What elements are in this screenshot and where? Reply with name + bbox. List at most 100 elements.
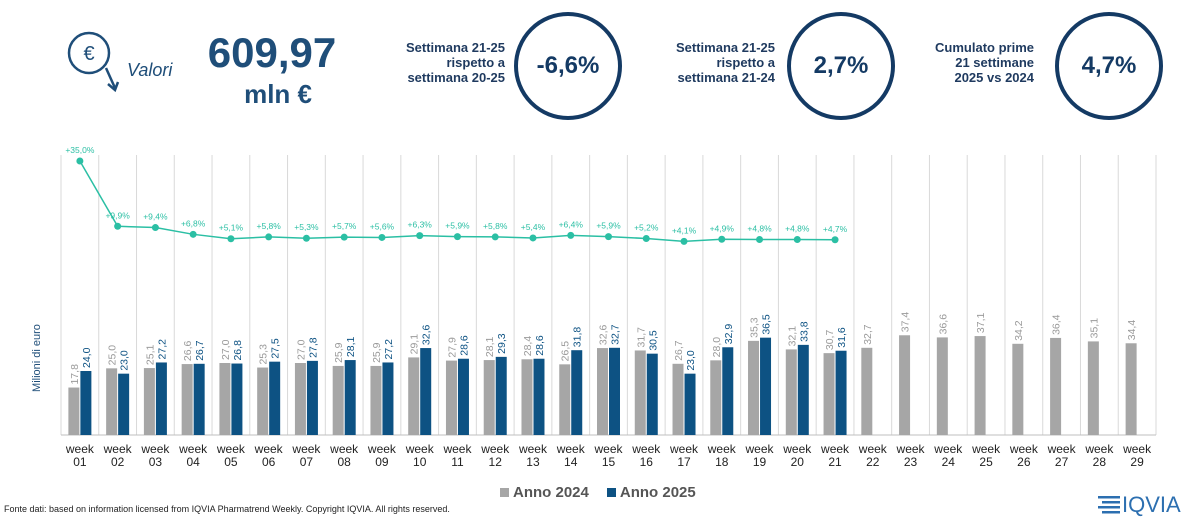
kpi-text-line: rispetto a bbox=[446, 55, 505, 70]
growth-label: +4,9% bbox=[710, 223, 735, 233]
kpi-text-line: 21 settimane bbox=[955, 55, 1034, 70]
icon-symbol: € bbox=[83, 43, 94, 65]
growth-point bbox=[529, 234, 537, 242]
x-tick-label: week 24 bbox=[934, 442, 963, 469]
bar bbox=[684, 373, 696, 435]
data-label: 32,1 bbox=[786, 326, 798, 347]
data-label: 37,1 bbox=[975, 312, 987, 333]
x-tick-label: week 22 bbox=[858, 442, 887, 469]
x-tick-label: week 09 bbox=[367, 442, 396, 469]
growth-point bbox=[605, 233, 612, 241]
bar bbox=[257, 367, 269, 435]
data-label: 28,1 bbox=[484, 336, 496, 357]
bar bbox=[181, 364, 193, 435]
bar bbox=[143, 368, 155, 435]
data-label: 28,6 bbox=[458, 335, 470, 356]
x-tick-label: week 15 bbox=[594, 442, 623, 469]
bar bbox=[748, 340, 760, 435]
data-label: 27,2 bbox=[156, 339, 168, 360]
bar bbox=[823, 353, 835, 435]
bar bbox=[1125, 343, 1137, 435]
data-label: 25,3 bbox=[258, 344, 270, 365]
icon-circle bbox=[67, 31, 111, 75]
x-tick-label: week 13 bbox=[518, 442, 547, 469]
bar bbox=[420, 348, 432, 435]
data-label: 27,0 bbox=[220, 339, 232, 360]
kpi-text-line: Settimana 21-25 bbox=[676, 40, 775, 55]
x-tick-label: week 18 bbox=[707, 442, 736, 469]
icon-arrow bbox=[104, 67, 120, 93]
bar bbox=[634, 350, 646, 435]
growth-point bbox=[76, 157, 84, 165]
data-label: 24,0 bbox=[81, 347, 93, 368]
bar bbox=[722, 347, 734, 435]
growth-point bbox=[567, 231, 575, 239]
x-tick-label: week 11 bbox=[443, 442, 472, 469]
bar bbox=[118, 373, 130, 435]
growth-point bbox=[680, 237, 688, 245]
x-tick-label: week 12 bbox=[481, 442, 510, 469]
data-label: 30,7 bbox=[824, 330, 836, 351]
data-label: 36,4 bbox=[1051, 314, 1063, 335]
header-total: 609,97 bbox=[208, 29, 336, 76]
x-tick-label: week 17 bbox=[670, 442, 699, 469]
iqvia-logo-icon bbox=[1098, 496, 1120, 514]
data-label: 28,4 bbox=[522, 336, 534, 357]
bar bbox=[646, 353, 658, 435]
x-tick-label: week 27 bbox=[1047, 442, 1076, 469]
growth-point bbox=[378, 233, 386, 241]
bar bbox=[68, 387, 80, 435]
growth-label: +6,8% bbox=[181, 218, 206, 228]
kpi-value: -6,6% bbox=[514, 12, 622, 120]
growth-point bbox=[642, 234, 650, 242]
kpi-text-line: Cumulato prime bbox=[935, 40, 1034, 55]
growth-label: +9,9% bbox=[105, 210, 130, 220]
legend-label: Anno 2024 bbox=[513, 484, 589, 501]
data-label: 35,1 bbox=[1088, 318, 1100, 339]
kpi-text-line: Settimana 21-25 bbox=[406, 40, 505, 55]
x-tick-label: week 10 bbox=[405, 442, 434, 469]
data-label: 27,0 bbox=[295, 339, 307, 360]
bar bbox=[457, 358, 469, 435]
x-tick-label: week 26 bbox=[1009, 442, 1038, 469]
data-label: 28,6 bbox=[534, 335, 546, 356]
growth-label: +9,4% bbox=[143, 212, 168, 222]
growth-label: +6,3% bbox=[408, 220, 433, 230]
data-label: 31,6 bbox=[836, 327, 848, 348]
data-label: 25,9 bbox=[333, 342, 345, 363]
bar bbox=[710, 360, 722, 435]
growth-point bbox=[189, 230, 197, 238]
x-tick-label: week 29 bbox=[1123, 442, 1152, 469]
x-tick-label: week 23 bbox=[896, 442, 925, 469]
growth-label: +5,4% bbox=[521, 222, 546, 232]
growth-label: +5,6% bbox=[370, 221, 395, 231]
x-tick-label: week 14 bbox=[556, 442, 585, 469]
data-label: 28,0 bbox=[711, 337, 723, 358]
growth-point bbox=[756, 236, 764, 244]
bar bbox=[609, 347, 620, 435]
growth-point bbox=[793, 236, 801, 244]
kpi-text-line: rispetto a bbox=[716, 55, 775, 70]
growth-label: +5,1% bbox=[219, 223, 244, 233]
x-tick-label: week 02 bbox=[103, 442, 132, 469]
bar bbox=[559, 364, 571, 435]
growth-label: +4,1% bbox=[672, 225, 697, 235]
bar bbox=[533, 358, 545, 435]
bar bbox=[571, 350, 583, 435]
data-label: 37,4 bbox=[900, 312, 912, 333]
data-label: 31,7 bbox=[635, 327, 647, 348]
data-label: 34,4 bbox=[1126, 320, 1138, 341]
legend-item: Anno 2025 bbox=[606, 484, 696, 501]
data-label: 26,5 bbox=[560, 341, 572, 362]
bar bbox=[797, 344, 809, 435]
bar bbox=[445, 360, 457, 435]
bar bbox=[974, 336, 986, 435]
bar bbox=[344, 360, 356, 435]
kpi-text-line: settimana 21-24 bbox=[677, 70, 775, 85]
growth-label: +5,8% bbox=[257, 221, 282, 231]
growth-label: +6,4% bbox=[559, 219, 584, 229]
legend: Anno 2024 Anno 2025 bbox=[500, 484, 696, 501]
kpi-value: 4,7% bbox=[1055, 12, 1163, 120]
x-tick-label: week 20 bbox=[783, 442, 812, 469]
bar bbox=[80, 371, 92, 435]
